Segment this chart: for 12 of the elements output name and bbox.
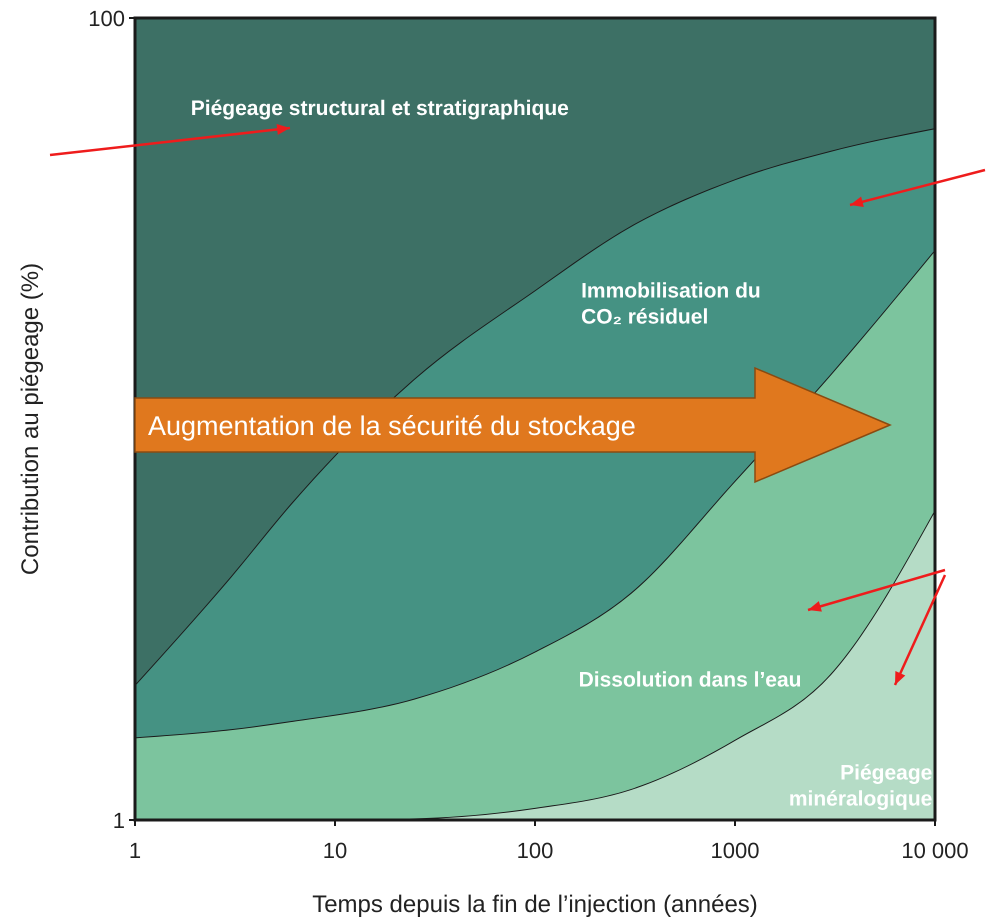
x-tick-label: 1	[128, 838, 142, 863]
x-tick-label: 10 000	[901, 838, 969, 863]
x-axis-title: Temps depuis la fin de l’injection (années)	[312, 891, 758, 918]
annotation: Augmentation de la sécurité du stockage	[148, 411, 636, 441]
y-axis-title: Contribution au piégeage (%)	[17, 262, 44, 576]
series-label: Dissolution dans l’eau	[578, 668, 802, 692]
x-tick-label: 10	[322, 838, 348, 863]
series-label: Immobilisation du CO₂ résiduel	[581, 279, 761, 328]
x-tick-label: 1000	[710, 838, 760, 863]
series-label: Piégeage structural et stratigraphique	[190, 97, 569, 120]
series-label: Piégeage minéralogique	[788, 761, 932, 810]
x-tick-label: 100	[516, 838, 554, 863]
